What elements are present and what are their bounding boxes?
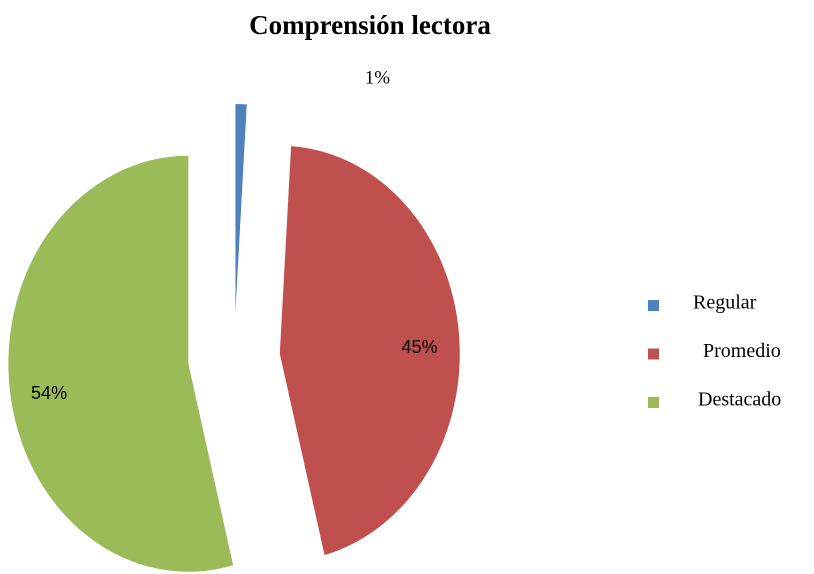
legend-label: Destacado <box>698 389 781 411</box>
legend-swatch <box>648 348 659 360</box>
pie-slice <box>279 146 460 556</box>
legend-swatch <box>648 397 659 408</box>
pie-slice <box>235 104 247 313</box>
chart-title: Comprensión lectora <box>249 10 491 40</box>
pie-slice <box>8 155 234 572</box>
value-label: 54% <box>31 383 67 403</box>
value-label: 45% <box>402 337 438 357</box>
legend-swatch <box>648 300 659 311</box>
legend-label: Regular <box>693 292 757 314</box>
value-label: 1% <box>365 67 391 88</box>
legend-label: Promedio <box>703 340 781 362</box>
